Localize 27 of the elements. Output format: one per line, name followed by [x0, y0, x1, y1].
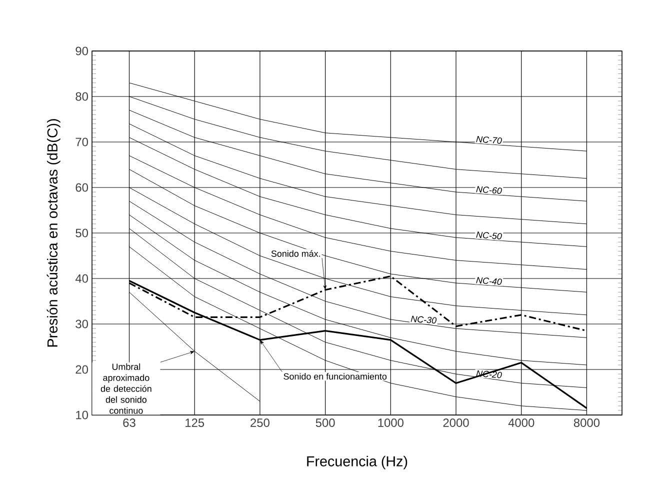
x-axis-title: Frecuencia (Hz) — [307, 456, 408, 470]
x-tick-label: 250 — [250, 418, 270, 427]
annotation: Umbral aproximado de detección del sonido continuo — [100, 363, 152, 414]
x-tick-label: 2000 — [443, 418, 469, 427]
x-tick-label: 4000 — [508, 418, 534, 427]
series-label: NC-30 — [410, 316, 437, 324]
series-label: NC-40 — [476, 277, 502, 285]
x-tick-label: 125 — [186, 418, 204, 427]
y-tick-label: 80 — [76, 92, 88, 101]
annotation: Sonido máx. — [271, 250, 320, 257]
series-label: NC-60 — [476, 186, 502, 194]
x-tick-label: 500 — [316, 418, 335, 427]
y-tick-label: 50 — [76, 228, 88, 238]
y-tick-label: 90 — [76, 46, 88, 56]
series-label: NC-50 — [476, 232, 502, 240]
annotation: Sonido en funcionamiento — [284, 373, 387, 380]
y-tick-label: 60 — [76, 183, 88, 192]
series-label: NC-70 — [476, 136, 502, 144]
x-tick-label: 63 — [123, 418, 136, 427]
y-tick-label: 20 — [76, 365, 88, 374]
x-tick-label: 8000 — [574, 418, 600, 427]
y-tick-label: 30 — [76, 320, 88, 328]
y-tick-label: 10 — [76, 410, 88, 420]
y-axis-title: Presión acústica en octavas (dB(C)) — [46, 119, 60, 347]
y-tick-label: 40 — [75, 274, 88, 283]
y-tick-label: 70 — [76, 138, 88, 146]
x-tick-label: 1000 — [378, 418, 404, 427]
